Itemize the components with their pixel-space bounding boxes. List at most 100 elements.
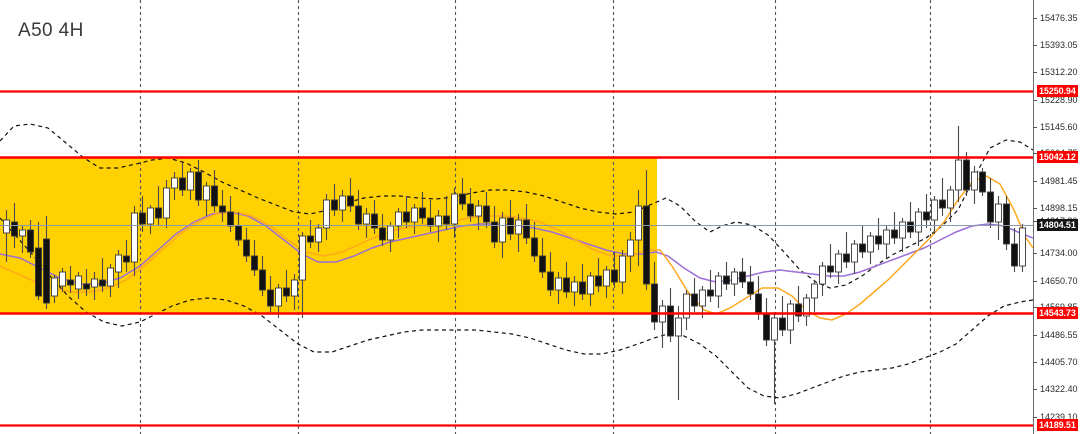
price-chart-plot-area[interactable] — [0, 0, 1033, 434]
candle-body[interactable] — [827, 265, 834, 273]
candle-body[interactable] — [643, 205, 650, 285]
candle-body[interactable] — [979, 171, 986, 193]
candle-body[interactable] — [19, 229, 26, 237]
candle-body[interactable] — [291, 279, 298, 297]
candle-body[interactable] — [739, 271, 746, 283]
candle-body[interactable] — [747, 281, 754, 295]
candle-body[interactable] — [579, 281, 586, 295]
candle-body[interactable] — [395, 211, 402, 227]
candle-body[interactable] — [907, 221, 914, 233]
candle-body[interactable] — [27, 229, 34, 253]
candle-body[interactable] — [763, 313, 770, 341]
candle-body[interactable] — [587, 275, 594, 295]
candle-body[interactable] — [691, 293, 698, 307]
candle-body[interactable] — [1011, 243, 1018, 267]
candle-body[interactable] — [59, 271, 66, 287]
candle-body[interactable] — [299, 235, 306, 281]
candle-body[interactable] — [211, 185, 218, 207]
candle-body[interactable] — [715, 275, 722, 297]
candle-body[interactable] — [467, 203, 474, 217]
candle-body[interactable] — [459, 193, 466, 205]
candle-body[interactable] — [915, 211, 922, 233]
candle-body[interactable] — [275, 287, 282, 307]
candle-body[interactable] — [547, 271, 554, 291]
candle-body[interactable] — [843, 253, 850, 263]
candle-body[interactable] — [339, 195, 346, 211]
candle-body[interactable] — [515, 219, 522, 235]
candle-body[interactable] — [707, 289, 714, 297]
candle-body[interactable] — [75, 275, 82, 290]
candle-body[interactable] — [923, 211, 930, 221]
candle-body[interactable] — [787, 303, 794, 331]
candle-body[interactable] — [483, 205, 490, 223]
candle-body[interactable] — [531, 237, 538, 257]
candle-body[interactable] — [499, 217, 506, 243]
candle-body[interactable] — [443, 215, 450, 225]
candle-body[interactable] — [387, 225, 394, 241]
candle-body[interactable] — [187, 171, 194, 191]
candle-body[interactable] — [251, 255, 258, 271]
candle-body[interactable] — [379, 227, 386, 241]
candle-body[interactable] — [115, 254, 122, 273]
candle-body[interactable] — [131, 212, 138, 263]
candle-body[interactable] — [883, 229, 890, 245]
candle-body[interactable] — [179, 177, 186, 191]
candle-body[interactable] — [595, 275, 602, 287]
candle-body[interactable] — [523, 219, 530, 239]
candle-body[interactable] — [331, 199, 338, 211]
candle-body[interactable] — [43, 238, 50, 304]
candle-body[interactable] — [995, 203, 1002, 223]
candle-body[interactable] — [899, 221, 906, 239]
candle-body[interactable] — [987, 191, 994, 223]
candle-body[interactable] — [811, 283, 818, 299]
candle-body[interactable] — [451, 193, 458, 225]
candle-body[interactable] — [3, 219, 10, 234]
candle-body[interactable] — [947, 189, 954, 209]
candle-body[interactable] — [819, 265, 826, 285]
candle-body[interactable] — [139, 212, 146, 225]
candle-body[interactable] — [323, 199, 330, 229]
candle-body[interactable] — [411, 207, 418, 223]
candle-body[interactable] — [963, 159, 970, 191]
candle-body[interactable] — [427, 217, 434, 227]
candle-body[interactable] — [603, 269, 610, 287]
candle-body[interactable] — [219, 205, 226, 213]
support-level-zone-bottom[interactable]: 14543.73 — [1037, 307, 1078, 319]
candle-body[interactable] — [619, 255, 626, 283]
candle-body[interactable] — [699, 289, 706, 307]
candle-body[interactable] — [155, 207, 162, 219]
candle-body[interactable] — [267, 289, 274, 307]
candle-body[interactable] — [491, 221, 498, 243]
candle-body[interactable] — [11, 221, 18, 237]
candle-body[interactable] — [931, 199, 938, 221]
candle-body[interactable] — [347, 195, 354, 207]
candle-body[interactable] — [371, 213, 378, 229]
candle-body[interactable] — [235, 225, 242, 241]
candle-body[interactable] — [163, 187, 170, 219]
resistance-level-zone-top[interactable]: 15042.12 — [1037, 151, 1078, 163]
candle-body[interactable] — [1019, 227, 1026, 267]
candle-body[interactable] — [939, 199, 946, 209]
candle-body[interactable] — [99, 279, 106, 287]
candle-body[interactable] — [835, 253, 842, 273]
candle-body[interactable] — [539, 255, 546, 273]
candle-body[interactable] — [667, 305, 674, 337]
candle-body[interactable] — [435, 215, 442, 227]
candle-body[interactable] — [555, 277, 562, 291]
candle-body[interactable] — [675, 317, 682, 337]
candle-body[interactable] — [635, 205, 642, 241]
candle-body[interactable] — [91, 278, 98, 288]
candle-body[interactable] — [971, 171, 978, 191]
candle-body[interactable] — [1003, 203, 1010, 245]
candle-body[interactable] — [123, 255, 130, 263]
candle-body[interactable] — [611, 269, 618, 283]
candle-body[interactable] — [283, 287, 290, 297]
candle-body[interactable] — [755, 293, 762, 315]
candle-body[interactable] — [475, 205, 482, 217]
candle-body[interactable] — [35, 247, 42, 297]
candle-body[interactable] — [83, 283, 90, 290]
candle-body[interactable] — [571, 281, 578, 293]
candle-body[interactable] — [683, 293, 690, 319]
candle-body[interactable] — [891, 229, 898, 239]
candle-body[interactable] — [867, 235, 874, 253]
